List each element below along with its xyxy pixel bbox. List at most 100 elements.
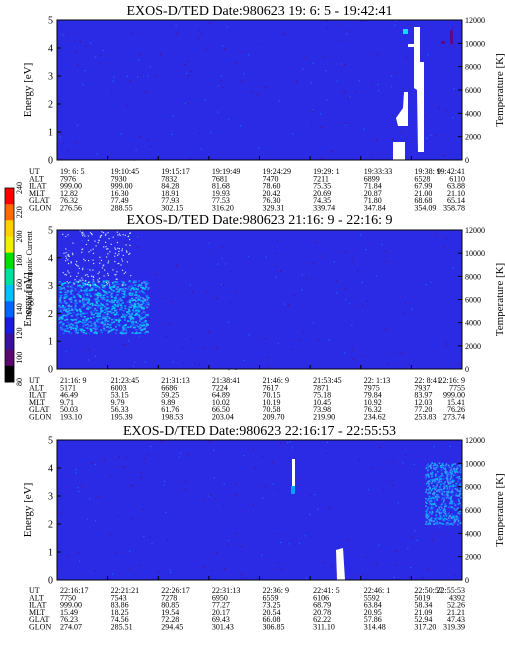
- heatmap-cell: [62, 332, 65, 335]
- heatmap-cell: [106, 248, 108, 250]
- heatmap-cell: [85, 243, 87, 246]
- heatmap-cell: [124, 283, 127, 286]
- heatmap-cell: [77, 285, 80, 287]
- ephemeris-value: 74.56: [111, 615, 129, 624]
- heatmap-speckle: [77, 64, 79, 66]
- ephemeris-value: 9.71: [60, 398, 74, 407]
- heatmap-cell: [132, 311, 135, 313]
- heatmap-cell: [91, 313, 93, 316]
- heatmap-cell: [67, 307, 70, 310]
- heatmap-speckle: [326, 441, 329, 444]
- y-tick-label: 0: [48, 156, 53, 167]
- heatmap-cell: [105, 307, 108, 310]
- colorbar-swatch: [5, 268, 14, 286]
- colorbar-tick-label: 80: [15, 378, 24, 386]
- heatmap-cell: [428, 483, 430, 485]
- heatmap-cell: [63, 302, 66, 304]
- heatmap-cell: [435, 514, 437, 517]
- heatmap-cell: [100, 329, 103, 331]
- heatmap-cell: [124, 234, 126, 236]
- ephemeris-value: 65.14: [447, 196, 465, 205]
- heatmap-cell: [115, 332, 117, 334]
- heatmap-speckle: [430, 134, 432, 136]
- heatmap-cell: [69, 286, 72, 288]
- heatmap-cell: [70, 293, 73, 295]
- heatmap-cell: [133, 307, 136, 310]
- heatmap-speckle: [190, 70, 192, 72]
- heatmap-cell: [122, 288, 124, 290]
- y2-tick-label: 12000: [465, 436, 485, 445]
- heatmap-speckle: [298, 542, 301, 544]
- heatmap-speckle: [371, 84, 373, 86]
- ephemeris-value: 83.86: [111, 601, 129, 610]
- heatmap-cell: [434, 499, 436, 502]
- heatmap-speckle: [322, 561, 325, 563]
- heatmap-cell: [63, 314, 66, 316]
- heatmap-cell: [450, 499, 452, 502]
- heatmap-speckle: [90, 42, 92, 44]
- y2-tick-label: 6000: [465, 296, 481, 305]
- heatmap-cell: [442, 475, 444, 477]
- ephemeris-value: 59.25: [161, 391, 179, 400]
- ephemeris-value: 10.45: [313, 398, 331, 407]
- ephemeris-value: 75.18: [313, 391, 331, 400]
- heatmap-cell: [79, 295, 82, 297]
- heatmap-cell: [440, 466, 443, 468]
- heatmap-cell: [434, 489, 436, 491]
- heatmap-cell: [120, 316, 123, 318]
- heatmap-speckle: [87, 359, 89, 361]
- heatmap-cell: [444, 511, 447, 513]
- heatmap-cell: [85, 303, 88, 305]
- heatmap-cell: [107, 272, 109, 275]
- heatmap-speckle: [310, 82, 313, 84]
- heatmap-cell: [436, 495, 438, 497]
- heatmap-cell: [430, 479, 433, 481]
- heatmap-cell: [74, 287, 77, 290]
- heatmap-cell: [97, 325, 100, 328]
- heatmap-cell: [89, 285, 91, 287]
- heatmap-cell: [127, 326, 130, 328]
- heatmap-cell: [433, 494, 435, 497]
- heatmap-cell: [142, 306, 145, 308]
- heatmap-cell: [89, 289, 92, 291]
- heatmap-cell: [82, 302, 85, 304]
- heatmap-speckle: [427, 54, 429, 56]
- heatmap-cell: [97, 281, 99, 283]
- heatmap-cell: [425, 475, 427, 477]
- heatmap-cell: [102, 232, 105, 234]
- ephemeris-value: 63.84: [364, 601, 382, 610]
- heatmap-cell: [124, 305, 127, 307]
- heatmap-speckle: [134, 503, 136, 505]
- heatmap-cell: [146, 294, 149, 297]
- heatmap-cell: [432, 473, 434, 476]
- y-tick-label: 2: [48, 309, 53, 320]
- heatmap-cell: [450, 468, 453, 470]
- heatmap-cell: [456, 495, 459, 497]
- heatmap-speckle: [226, 26, 228, 28]
- heatmap-cell: [426, 517, 429, 520]
- heatmap-speckle: [268, 356, 270, 359]
- heatmap-cell: [103, 329, 106, 331]
- heatmap-cell: [144, 320, 147, 322]
- heatmap-cell: [135, 313, 138, 315]
- heatmap-cell: [63, 331, 66, 333]
- heatmap-speckle: [385, 328, 387, 330]
- heatmap-cell: [135, 297, 138, 299]
- heatmap-cell: [115, 286, 118, 288]
- heatmap-cell: [456, 471, 459, 473]
- y2-tick-label: 8000: [465, 272, 481, 281]
- heatmap-cell: [134, 286, 137, 289]
- heatmap-cell: [436, 498, 438, 500]
- heatmap-cell: [146, 299, 149, 301]
- heatmap-cell: [70, 301, 73, 303]
- heatmap-cell: [438, 482, 440, 484]
- heatmap-cell: [436, 499, 438, 501]
- ephemeris-value: 84.28: [161, 182, 179, 191]
- heatmap-cell: [119, 234, 121, 236]
- heatmap-speckle: [97, 284, 99, 286]
- heatmap-cell: [447, 522, 450, 524]
- heatmap-cell: [144, 284, 147, 286]
- heatmap-cell: [84, 235, 86, 237]
- heatmap-cell: [445, 491, 448, 493]
- heatmap-speckle: [135, 149, 137, 151]
